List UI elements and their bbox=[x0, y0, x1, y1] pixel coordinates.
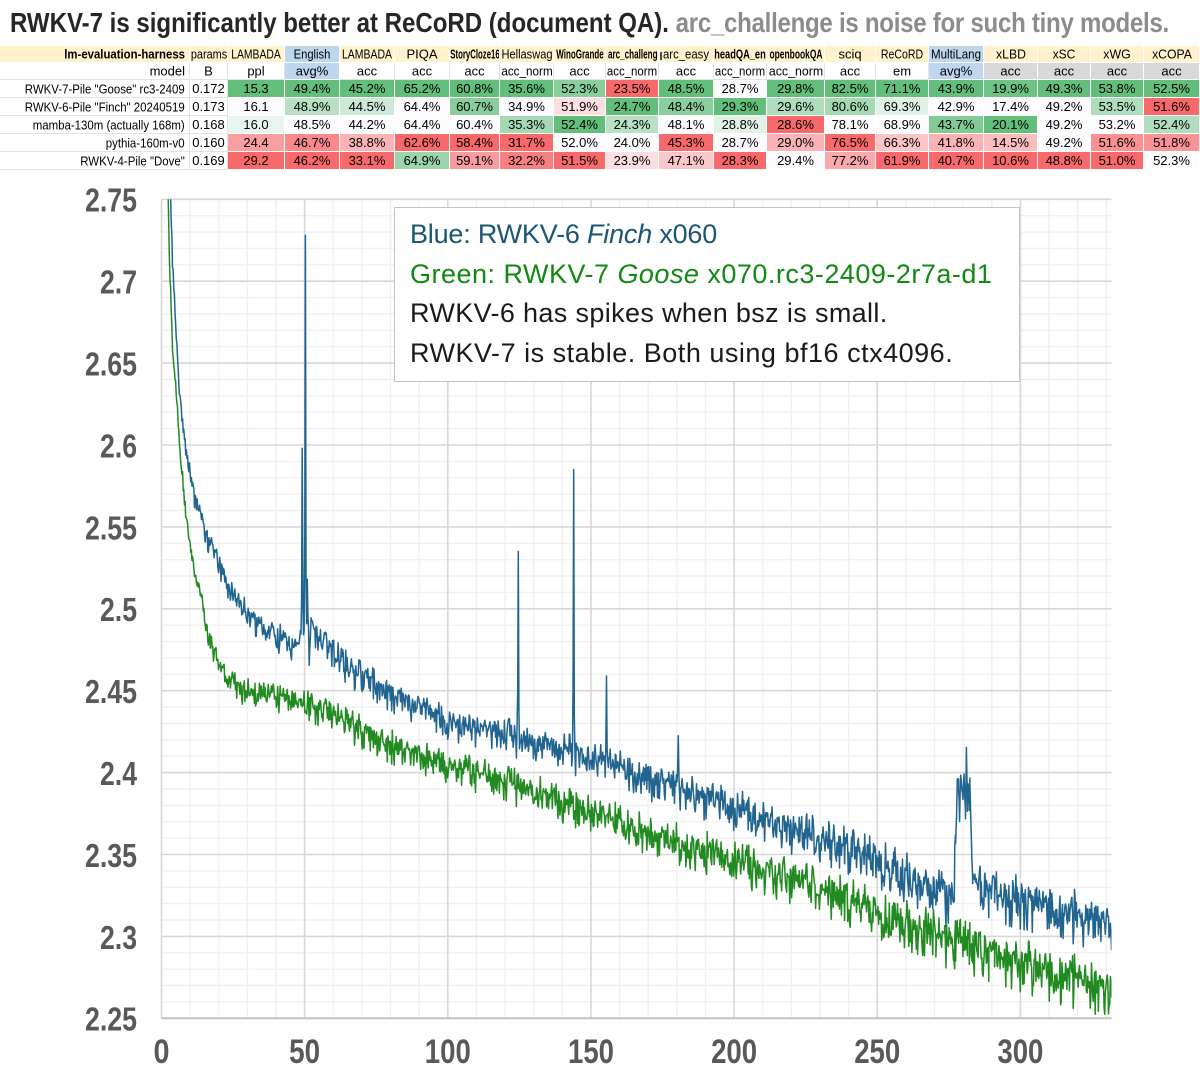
svg-text:2.45: 2.45 bbox=[85, 674, 137, 711]
svg-text:0: 0 bbox=[154, 1033, 170, 1067]
svg-text:200: 200 bbox=[711, 1033, 757, 1067]
svg-text:2.25: 2.25 bbox=[85, 1002, 137, 1039]
svg-text:2.6: 2.6 bbox=[100, 428, 137, 465]
svg-text:250: 250 bbox=[854, 1033, 900, 1067]
svg-text:2.35: 2.35 bbox=[85, 838, 137, 875]
svg-text:2.55: 2.55 bbox=[85, 510, 137, 547]
svg-text:2.75: 2.75 bbox=[85, 183, 137, 220]
svg-text:50: 50 bbox=[289, 1033, 320, 1067]
svg-text:2.65: 2.65 bbox=[85, 347, 137, 384]
svg-text:2.4: 2.4 bbox=[100, 756, 137, 793]
svg-text:2.5: 2.5 bbox=[100, 592, 137, 629]
svg-text:100: 100 bbox=[425, 1033, 471, 1067]
svg-text:300: 300 bbox=[997, 1033, 1043, 1067]
svg-text:150: 150 bbox=[568, 1033, 614, 1067]
svg-text:2.7: 2.7 bbox=[100, 265, 137, 302]
svg-text:2.3: 2.3 bbox=[100, 920, 137, 957]
